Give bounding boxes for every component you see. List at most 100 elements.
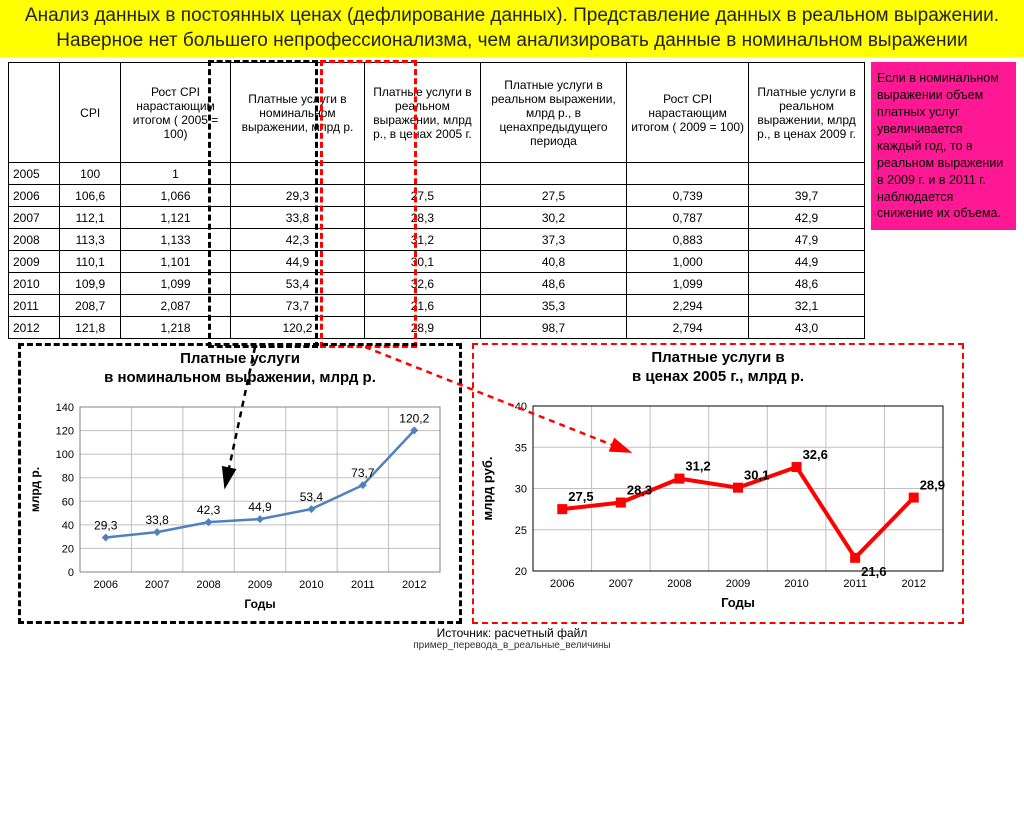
cell: 2007	[9, 207, 60, 229]
cell: 2006	[9, 185, 60, 207]
svg-text:40: 40	[62, 520, 74, 532]
cell: 1,000	[627, 251, 749, 273]
svg-text:80: 80	[62, 473, 74, 485]
svg-text:42,3: 42,3	[197, 503, 221, 517]
svg-text:21,6: 21,6	[861, 564, 886, 579]
cell: 2008	[9, 229, 60, 251]
cell: 1	[121, 163, 231, 185]
cell: 0,883	[627, 229, 749, 251]
cell: 40,8	[480, 251, 626, 273]
side-note: Если в номинальном выражении объем платн…	[871, 62, 1016, 230]
svg-text:2008: 2008	[667, 578, 691, 590]
chart2-title: Платные услуги в в ценах 2005 г., млрд р…	[478, 349, 958, 387]
cell: 48,6	[480, 273, 626, 295]
cell: 30,2	[480, 207, 626, 229]
cell: 109,9	[60, 273, 121, 295]
svg-text:120: 120	[56, 425, 74, 437]
svg-text:100: 100	[56, 449, 74, 461]
cell: 28,3	[365, 207, 481, 229]
svg-text:2011: 2011	[351, 579, 375, 591]
cell: 98,7	[480, 317, 626, 339]
table-row: 2012121,81,218120,228,998,72,79443,0	[9, 317, 865, 339]
svg-text:120,2: 120,2	[399, 411, 429, 425]
col-header: Платные услуги в реальном выражении, млр…	[749, 63, 865, 163]
table-row: 2010109,91,09953,432,648,61,09948,6	[9, 273, 865, 295]
cell: 35,3	[480, 295, 626, 317]
side-note-text: Если в номинальном выражении объем платн…	[877, 71, 1003, 220]
cell: 21,6	[365, 295, 481, 317]
svg-text:2012: 2012	[402, 579, 426, 591]
cell: 27,5	[365, 185, 481, 207]
cell: 32,6	[365, 273, 481, 295]
svg-text:40: 40	[515, 401, 527, 413]
cell: 110,1	[60, 251, 121, 273]
cell: 121,8	[60, 317, 121, 339]
svg-text:2009: 2009	[726, 578, 750, 590]
cell: 30,1	[365, 251, 481, 273]
cell: 31,2	[365, 229, 481, 251]
svg-text:140: 140	[56, 402, 74, 414]
svg-text:27,5: 27,5	[568, 489, 593, 504]
col-header	[9, 63, 60, 163]
svg-text:млрд руб.: млрд руб.	[480, 456, 495, 520]
svg-text:32,6: 32,6	[803, 447, 828, 462]
cell: 32,1	[749, 295, 865, 317]
data-table: CPIРост CPI нарастающим итогом ( 2005 = …	[8, 62, 865, 339]
svg-text:2010: 2010	[784, 578, 808, 590]
svg-text:2007: 2007	[609, 578, 633, 590]
chart1-title: Платные услуги в номинальном выражении, …	[25, 350, 455, 388]
cell	[627, 163, 749, 185]
svg-text:31,2: 31,2	[685, 458, 710, 473]
col-header: Платные услуги в реальном выражении, млр…	[480, 63, 626, 163]
cell: 73,7	[230, 295, 364, 317]
cell: 28,9	[365, 317, 481, 339]
svg-text:2007: 2007	[145, 579, 169, 591]
cell: 1,066	[121, 185, 231, 207]
svg-text:73,7: 73,7	[351, 466, 375, 480]
svg-text:20: 20	[62, 543, 74, 555]
svg-text:44,9: 44,9	[248, 500, 272, 514]
cell: 53,4	[230, 273, 364, 295]
cell	[749, 163, 865, 185]
svg-text:2008: 2008	[196, 579, 220, 591]
svg-text:20: 20	[515, 566, 527, 578]
table-row: 20051001	[9, 163, 865, 185]
col-header: Рост CPI нарастающим итогом ( 2005 = 100…	[121, 63, 231, 163]
cell: 37,3	[480, 229, 626, 251]
cell: 1,099	[627, 273, 749, 295]
chart-real: Платные услуги в в ценах 2005 г., млрд р…	[472, 343, 964, 624]
cell: 0,739	[627, 185, 749, 207]
svg-text:25: 25	[515, 525, 527, 537]
table-row: 2006106,61,06629,327,527,50,73939,7	[9, 185, 865, 207]
svg-text:53,4: 53,4	[300, 490, 324, 504]
svg-text:0: 0	[68, 567, 74, 579]
cell: 2012	[9, 317, 60, 339]
svg-text:29,3: 29,3	[94, 518, 118, 532]
svg-text:33,8: 33,8	[145, 513, 169, 527]
table-row: 2011208,72,08773,721,635,32,29432,1	[9, 295, 865, 317]
col-header: Платные услуги в реальном выражении, млр…	[365, 63, 481, 163]
cell: 1,121	[121, 207, 231, 229]
cell: 2010	[9, 273, 60, 295]
source-sub: пример_перевода_в_реальные_величины	[8, 640, 1016, 651]
cell: 1,133	[121, 229, 231, 251]
cell: 2009	[9, 251, 60, 273]
cell: 1,101	[121, 251, 231, 273]
cell	[365, 163, 481, 185]
cell: 120,2	[230, 317, 364, 339]
cell: 33,8	[230, 207, 364, 229]
svg-text:млрд р.: млрд р.	[28, 467, 42, 512]
svg-text:Годы: Годы	[721, 595, 755, 610]
svg-text:2011: 2011	[843, 578, 867, 590]
page-title: Анализ данных в постоянных ценах (дефлир…	[25, 5, 999, 51]
cell: 2011	[9, 295, 60, 317]
chart-nominal: Платные услуги в номинальном выражении, …	[18, 343, 462, 624]
col-header: Рост CPI нарастающим итогом ( 2009 = 100…	[627, 63, 749, 163]
cell: 44,9	[230, 251, 364, 273]
cell: 2005	[9, 163, 60, 185]
cell: 2,087	[121, 295, 231, 317]
svg-text:Годы: Годы	[244, 597, 275, 611]
svg-text:28,3: 28,3	[627, 482, 652, 497]
svg-text:30: 30	[515, 483, 527, 495]
cell: 1,099	[121, 273, 231, 295]
